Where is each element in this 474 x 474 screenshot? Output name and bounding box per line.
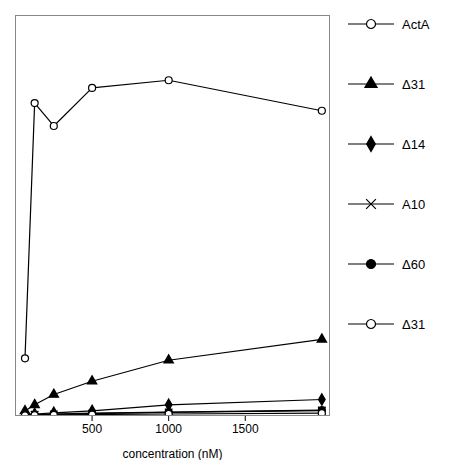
svg-text:Δ31: Δ31 (402, 77, 425, 92)
svg-text:A10: A10 (402, 197, 425, 212)
svg-text:ActA: ActA (402, 17, 430, 32)
svg-text:Δ14: Δ14 (402, 137, 425, 152)
svg-text:Δ31: Δ31 (402, 317, 425, 332)
svg-text:concentration (nM): concentration (nM) (122, 447, 222, 461)
svg-text:1000: 1000 (155, 422, 182, 436)
svg-text:Δ60: Δ60 (402, 257, 425, 272)
svg-text:500: 500 (82, 422, 102, 436)
svg-text:1500: 1500 (232, 422, 259, 436)
